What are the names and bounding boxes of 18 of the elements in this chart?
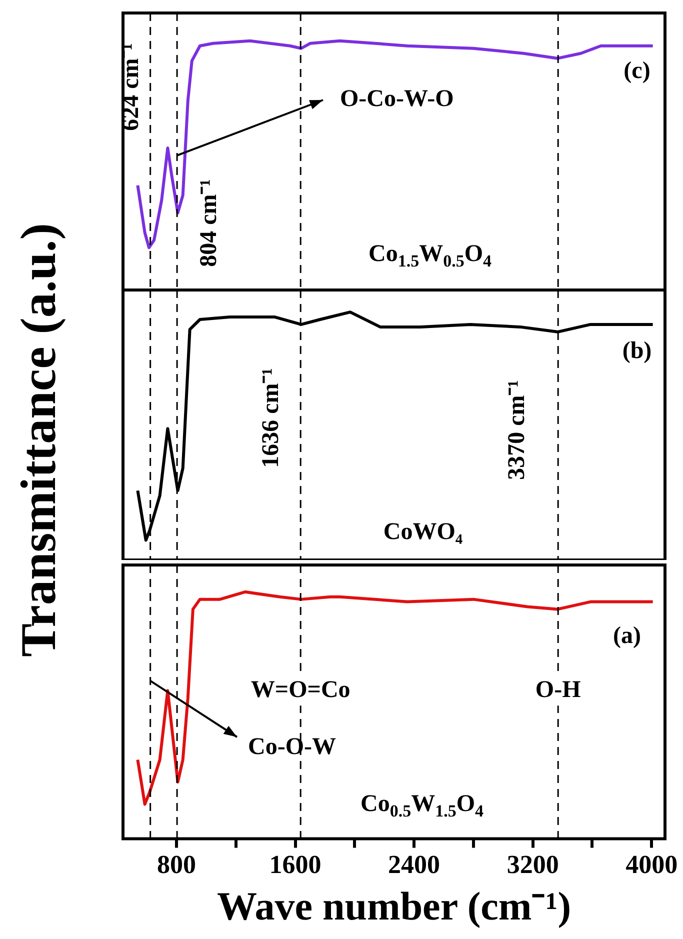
annotation: (b) [622, 338, 652, 364]
x-axis-title: Wave number (cm⁻¹) [216, 883, 572, 928]
x-tick-label: 1600 [269, 850, 322, 880]
ref-line-label: 804 cm⁻¹ [196, 179, 222, 267]
x-tick-label: 800 [156, 850, 196, 880]
annotation: O-Co-W-O [340, 86, 454, 112]
ref-line-label: 1636 cm⁻¹ [258, 368, 284, 468]
annotation: (a) [613, 623, 641, 650]
annotation: Co-O-W [248, 734, 336, 760]
x-tick-label: 3200 [506, 850, 559, 880]
x-tick-label: 4000 [626, 850, 678, 880]
annotation: CoWO₄ [383, 519, 463, 546]
annotation: O-H [535, 676, 582, 703]
ref-line-label: 3370 cm⁻¹ [504, 380, 530, 480]
x-tick-label: 2400 [388, 850, 440, 880]
annotation: W=O=Co [250, 676, 350, 703]
annotation: (c) [624, 58, 650, 84]
y-axis-title: Transmittance (a.u.) [9, 223, 67, 657]
